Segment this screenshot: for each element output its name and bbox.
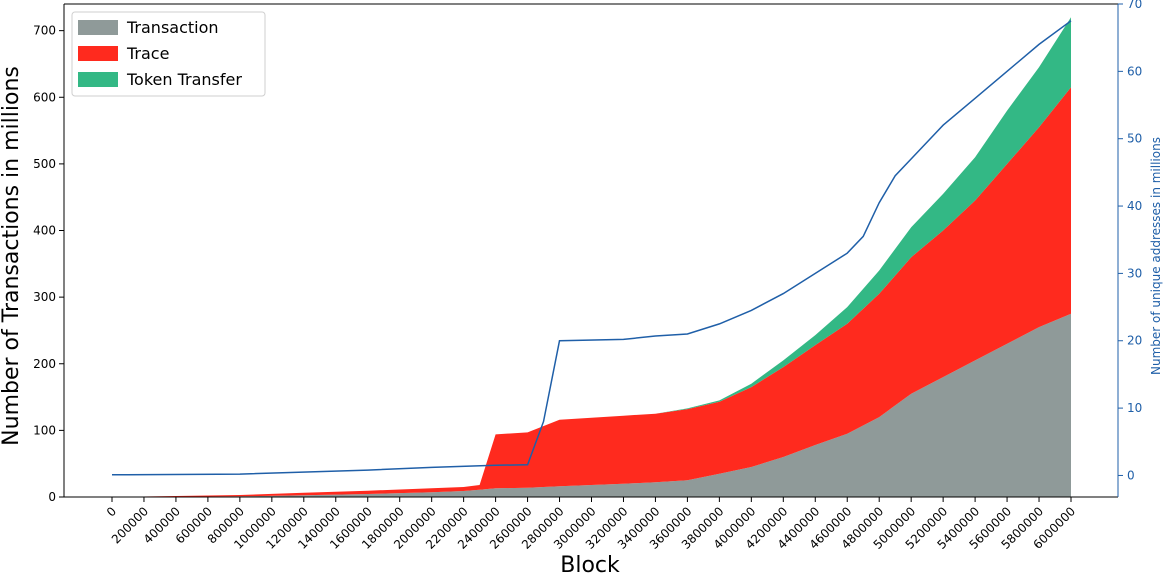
legend-label-transaction: Transaction xyxy=(126,18,219,37)
y-tick-label: 300 xyxy=(33,290,56,304)
y2-tick-label: 20 xyxy=(1127,334,1142,348)
area-trace xyxy=(112,87,1071,498)
y-ticks: 0 100 200 300 400 500 600 700 xyxy=(33,24,64,504)
y-tick-label: 400 xyxy=(33,224,56,238)
y2-tick-label: 30 xyxy=(1127,266,1142,280)
legend: Transaction Trace Token Transfer xyxy=(71,11,266,97)
y-tick-label: 700 xyxy=(33,24,56,38)
stacked-areas xyxy=(112,17,1071,498)
x-tick-label: 0 xyxy=(104,504,119,519)
y2-tick-label: 0 xyxy=(1127,468,1135,482)
legend-box xyxy=(71,11,266,97)
y-tick-label: 100 xyxy=(33,423,56,437)
legend-swatch-token-transfer xyxy=(78,72,118,87)
y-axis-title: Number of Transactions in millions xyxy=(0,66,24,446)
legend-label-trace: Trace xyxy=(126,44,169,63)
x-axis-title: Block xyxy=(560,553,620,575)
y2-tick-label: 60 xyxy=(1127,64,1142,78)
legend-label-token-transfer: Token Transfer xyxy=(126,70,242,89)
y-tick-label: 600 xyxy=(33,90,56,104)
y2-axis-title: Number of unique addresses in millions xyxy=(1149,137,1163,375)
x-ticks: 0200000400000600000800000100000012000001… xyxy=(104,497,1078,552)
y2-tick-label: 40 xyxy=(1127,199,1142,213)
legend-swatch-transaction xyxy=(78,20,118,35)
y2-tick-label: 10 xyxy=(1127,401,1142,415)
legend-swatch-trace xyxy=(78,46,118,61)
area-transaction xyxy=(112,313,1071,497)
y2-tick-label: 50 xyxy=(1127,132,1142,146)
y2-ticks: 0 10 20 30 40 50 60 70 xyxy=(1118,0,1142,482)
address-line-layer xyxy=(111,20,1072,476)
y-tick-label: 200 xyxy=(33,357,56,371)
y2-tick-label: 70 xyxy=(1127,0,1142,11)
y-tick-label: 0 xyxy=(48,490,56,504)
y-tick-label: 500 xyxy=(33,157,56,171)
unique-addresses-line xyxy=(111,20,1072,476)
